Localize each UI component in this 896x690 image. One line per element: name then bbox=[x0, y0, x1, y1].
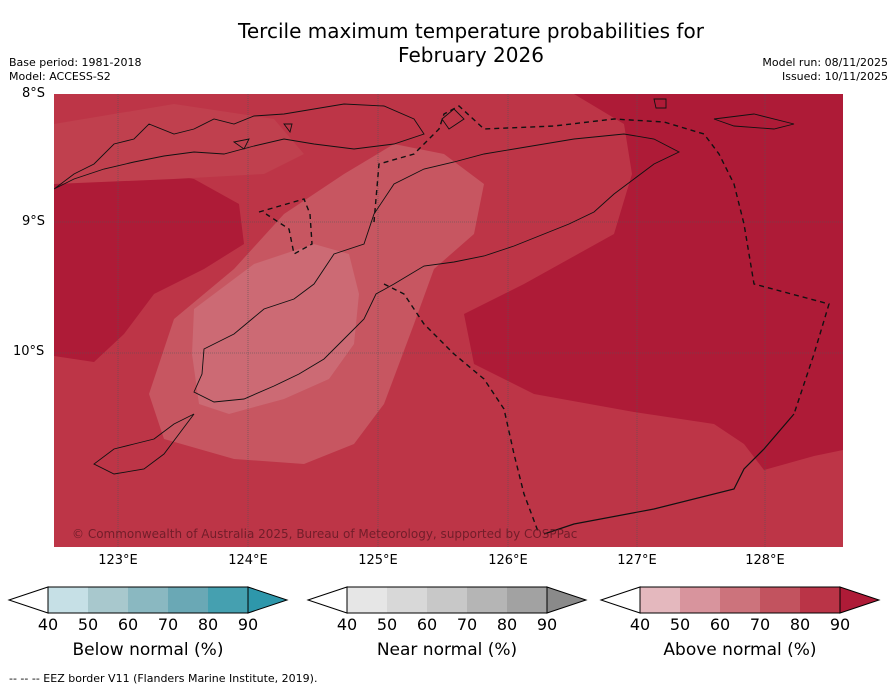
above-tick-50: 50 bbox=[669, 615, 691, 634]
zone-70-80-north bbox=[54, 104, 304, 184]
near-normal-swatch-70-80 bbox=[467, 587, 507, 613]
near-tick-80: 80 bbox=[496, 615, 518, 634]
near-tick-90: 90 bbox=[536, 615, 558, 634]
lat-label-10s: 10°S bbox=[13, 344, 45, 359]
graticule bbox=[54, 94, 843, 547]
border-solid-segment bbox=[543, 413, 795, 535]
below-normal-swatch-80-90 bbox=[208, 587, 248, 613]
model-text: Model: ACCESS-S2 bbox=[9, 70, 111, 83]
copyright-text: © Commonwealth of Australia 2025, Bureau… bbox=[72, 527, 577, 541]
zone-80-90-west bbox=[54, 164, 244, 362]
above-normal-high-arrow bbox=[839, 586, 881, 614]
above-tick-90: 90 bbox=[829, 615, 851, 634]
eez-border bbox=[258, 105, 830, 535]
chart-title: Tercile maximum temperature probabilitie… bbox=[0, 19, 896, 67]
lon-label-128e: 128°E bbox=[745, 553, 785, 568]
below-normal-swatch-70-80 bbox=[168, 587, 208, 613]
model-run-text: Model run: 08/11/2025 bbox=[762, 56, 888, 69]
below-normal-swatch-50-60 bbox=[88, 587, 128, 613]
eez-footnote: -- -- -- EEZ border V11 (Flanders Marine… bbox=[9, 672, 318, 685]
below-tick-40: 40 bbox=[37, 615, 59, 634]
lat-label-8s: 8°S bbox=[22, 86, 46, 101]
colorbar-near-normal bbox=[306, 586, 588, 614]
lon-label-126e: 126°E bbox=[488, 553, 528, 568]
above-tick-40: 40 bbox=[629, 615, 651, 634]
below-tick-60: 60 bbox=[117, 615, 139, 634]
below-tick-80: 80 bbox=[197, 615, 219, 634]
base-period-text: Base period: 1981-2018 bbox=[9, 56, 142, 69]
above-normal-title: Above normal (%) bbox=[663, 640, 817, 660]
below-normal-title: Below normal (%) bbox=[72, 640, 224, 660]
near-normal-swatch-50-60 bbox=[387, 587, 427, 613]
title-line-1: Tercile maximum temperature probabilitie… bbox=[238, 19, 704, 43]
near-normal-high-arrow bbox=[546, 586, 588, 614]
below-normal-swatch-60-70 bbox=[128, 587, 168, 613]
near-normal-swatch-60-70 bbox=[427, 587, 467, 613]
above-normal-swatch-70-80 bbox=[760, 587, 800, 613]
near-tick-40: 40 bbox=[336, 615, 358, 634]
above-normal-swatch-40-50 bbox=[640, 587, 680, 613]
metadata-right: Model run: 08/11/2025 Issued: 10/11/2025 bbox=[762, 56, 888, 84]
lon-label-123e: 123°E bbox=[98, 553, 138, 568]
lon-label-127e: 127°E bbox=[617, 553, 657, 568]
near-normal-swatch-80-90 bbox=[507, 587, 547, 613]
metadata-left: Base period: 1981-2018 Model: ACCESS-S2 bbox=[9, 56, 141, 84]
above-normal-low-arrow bbox=[599, 586, 641, 614]
zone-80-90-east bbox=[464, 94, 843, 470]
near-normal-title: Near normal (%) bbox=[376, 640, 518, 660]
below-tick-50: 50 bbox=[77, 615, 99, 634]
below-normal-swatch-40-50 bbox=[48, 587, 88, 613]
near-normal-swatch-40-50 bbox=[347, 587, 387, 613]
above-tick-80: 80 bbox=[789, 615, 811, 634]
below-normal-low-arrow bbox=[7, 586, 49, 614]
below-tick-90: 90 bbox=[237, 615, 259, 634]
above-normal-swatch-80-90 bbox=[800, 587, 840, 613]
below-normal-high-arrow bbox=[247, 586, 289, 614]
lat-label-9s: 9°S bbox=[22, 214, 46, 229]
above-tick-70: 70 bbox=[749, 615, 771, 634]
near-tick-60: 60 bbox=[416, 615, 438, 634]
above-normal-swatch-60-70 bbox=[720, 587, 760, 613]
near-tick-70: 70 bbox=[456, 615, 478, 634]
colorbars bbox=[7, 586, 881, 614]
colorbar-below-normal bbox=[7, 586, 289, 614]
near-tick-50: 50 bbox=[376, 615, 398, 634]
above-normal-swatch-50-60 bbox=[680, 587, 720, 613]
lon-label-125e: 125°E bbox=[358, 553, 398, 568]
near-normal-low-arrow bbox=[306, 586, 348, 614]
issued-text: Issued: 10/11/2025 bbox=[781, 70, 888, 83]
title-line-2: February 2026 bbox=[398, 43, 544, 67]
colorbar-above-normal bbox=[599, 586, 881, 614]
above-tick-60: 60 bbox=[709, 615, 731, 634]
coastlines bbox=[54, 98, 795, 475]
zone-50-60 bbox=[192, 244, 359, 414]
forecast-map: © Commonwealth of Australia 2025, Bureau… bbox=[54, 94, 843, 547]
below-tick-70: 70 bbox=[157, 615, 179, 634]
lon-label-124e: 124°E bbox=[228, 553, 268, 568]
